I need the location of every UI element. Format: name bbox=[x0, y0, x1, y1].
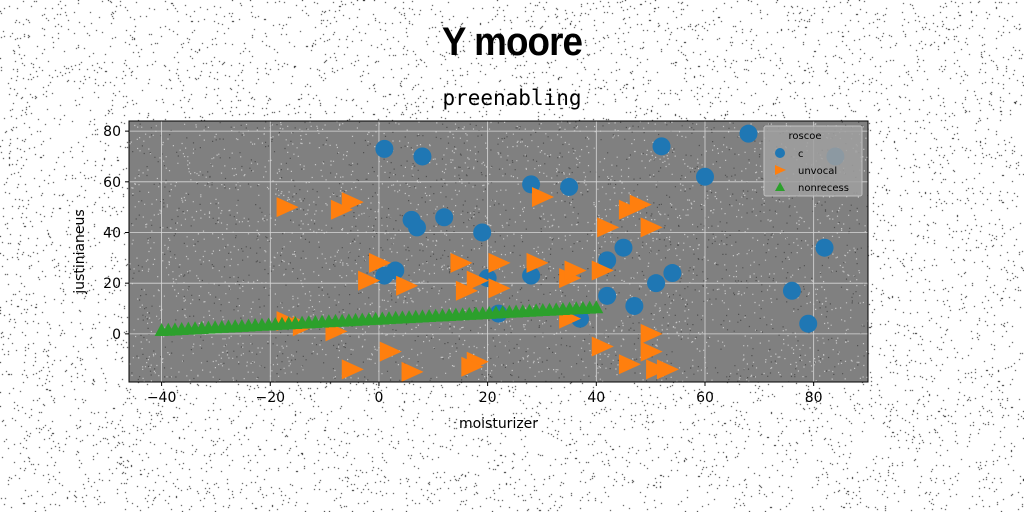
point-c bbox=[435, 208, 454, 227]
x-tick-label: −40 bbox=[147, 390, 177, 406]
point-c bbox=[739, 124, 758, 143]
point-unvocal bbox=[488, 252, 511, 273]
point-unvocal bbox=[591, 260, 614, 281]
point-unvocal bbox=[629, 194, 652, 215]
legend-marker bbox=[775, 148, 785, 158]
point-c bbox=[598, 286, 617, 305]
point-unvocal bbox=[640, 217, 663, 238]
point-unvocal bbox=[531, 187, 554, 208]
point-c bbox=[413, 147, 432, 166]
point-c bbox=[560, 177, 579, 196]
point-unvocal bbox=[488, 278, 511, 299]
point-unvocal bbox=[461, 356, 484, 377]
point-c bbox=[782, 281, 801, 300]
point-unvocal bbox=[656, 359, 679, 380]
point-unvocal bbox=[401, 361, 424, 382]
point-c bbox=[815, 238, 834, 257]
y-tick-label: 80 bbox=[103, 124, 121, 140]
point-unvocal bbox=[564, 260, 587, 281]
point-c bbox=[652, 137, 671, 156]
x-tick-label: −20 bbox=[256, 390, 286, 406]
point-c bbox=[407, 218, 426, 237]
x-tick-label: 80 bbox=[805, 390, 823, 406]
point-unvocal bbox=[341, 359, 364, 380]
legend-marker bbox=[775, 182, 785, 191]
point-c bbox=[799, 314, 818, 333]
point-c bbox=[473, 223, 492, 242]
legend: roscoe c unvocal nonrecess bbox=[763, 125, 863, 197]
y-tick-label: 60 bbox=[103, 175, 121, 191]
legend-label: c bbox=[798, 149, 804, 160]
point-unvocal bbox=[640, 341, 663, 362]
legend-label: nonrecess bbox=[798, 183, 849, 194]
point-unvocal bbox=[368, 252, 391, 273]
point-unvocal bbox=[455, 280, 478, 301]
point-unvocal bbox=[597, 217, 620, 238]
x-axis-label: moisturizer bbox=[459, 416, 538, 432]
point-unvocal bbox=[396, 275, 419, 296]
point-unvocal bbox=[276, 197, 299, 218]
point-unvocal bbox=[450, 252, 473, 273]
point-nonrecess bbox=[589, 300, 604, 314]
y-tick-label: 20 bbox=[103, 276, 121, 292]
chart-subtitle: preenabling bbox=[442, 86, 582, 110]
legend-title: roscoe bbox=[789, 131, 822, 142]
y-tick-label: 0 bbox=[112, 327, 121, 343]
plot-frame bbox=[128, 120, 869, 383]
legend-box bbox=[763, 125, 863, 197]
point-unvocal bbox=[341, 192, 364, 213]
point-c bbox=[695, 167, 714, 186]
x-tick-label: 40 bbox=[587, 390, 605, 406]
point-unvocal bbox=[618, 354, 641, 375]
point-c bbox=[614, 238, 633, 257]
point-c bbox=[625, 296, 644, 315]
legend-marker bbox=[775, 165, 786, 175]
legend-label: unvocal bbox=[798, 166, 837, 177]
x-tick-label: 0 bbox=[374, 390, 383, 406]
point-c bbox=[663, 264, 682, 283]
y-axis-label: justinianeus bbox=[72, 209, 88, 294]
point-unvocal bbox=[358, 270, 381, 291]
point-c bbox=[598, 251, 617, 270]
point-unvocal bbox=[466, 270, 489, 291]
x-tick-label: 20 bbox=[479, 390, 497, 406]
point-unvocal bbox=[379, 341, 402, 362]
point-c bbox=[375, 139, 394, 158]
chart-title: Y moore bbox=[441, 20, 583, 64]
x-tick-label: 60 bbox=[696, 390, 714, 406]
point-unvocal bbox=[640, 323, 663, 344]
point-c bbox=[375, 266, 394, 285]
point-unvocal bbox=[591, 336, 614, 357]
plot-area bbox=[129, 121, 868, 382]
point-unvocal bbox=[526, 252, 549, 273]
y-tick-label: 40 bbox=[103, 225, 121, 241]
point-c bbox=[647, 274, 666, 293]
